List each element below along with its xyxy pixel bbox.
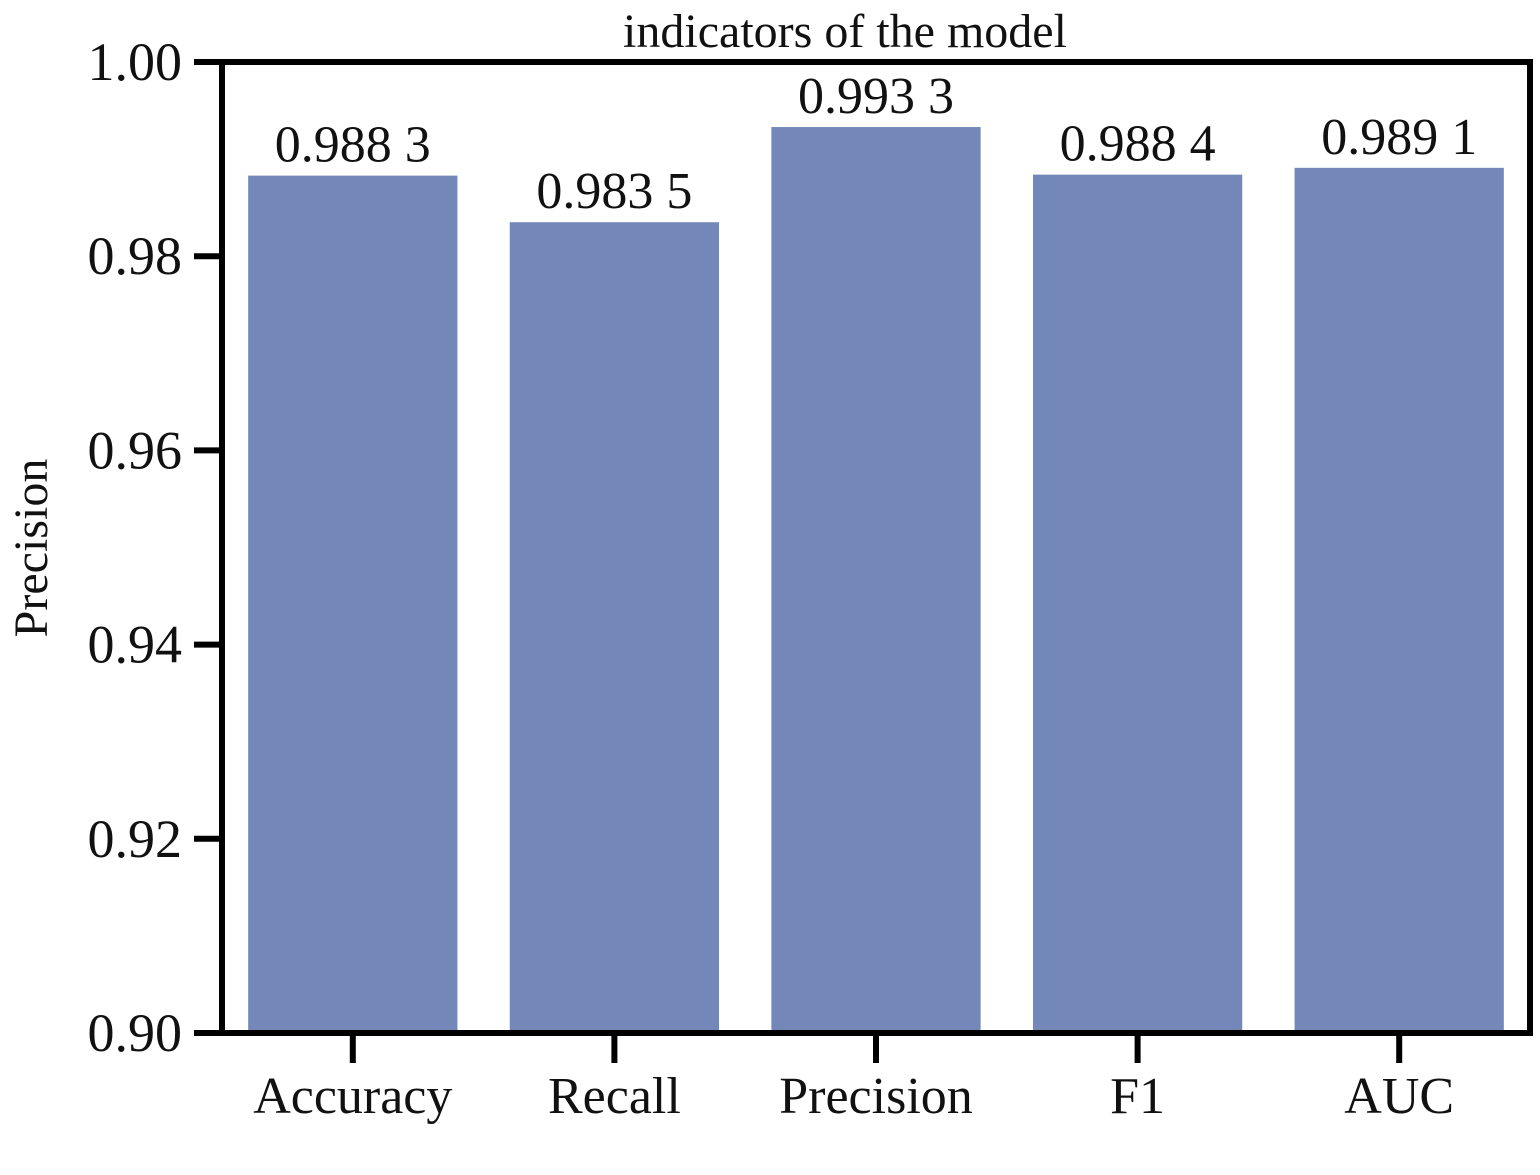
plot-frame xyxy=(219,59,1533,1036)
bar-recall xyxy=(509,222,720,1034)
bar-accuracy xyxy=(248,175,458,1033)
y-axis-label: Precision xyxy=(5,459,58,638)
x-tick-label: Accuracy xyxy=(253,1068,452,1125)
y-axis-ticks: 0.90 0.92 0.94 0.96 0.98 1.00 xyxy=(88,32,222,1063)
x-tick-label: Precision xyxy=(779,1068,973,1125)
x-tick-label: Recall xyxy=(548,1068,681,1125)
bar-value-label: 0.993 3 xyxy=(798,68,954,125)
bar-value-labels: 0.988 3 0.983 5 0.993 3 0.988 4 0.989 1 xyxy=(275,68,1477,220)
bars-group xyxy=(248,127,1504,1034)
chart-title: indicators of the model xyxy=(623,5,1067,58)
bar-value-label: 0.988 3 xyxy=(275,117,431,174)
y-tick-label: 0.94 xyxy=(88,615,183,675)
x-tick-label: F1 xyxy=(1110,1068,1165,1125)
bar-auc xyxy=(1294,167,1504,1034)
bar-value-label: 0.989 1 xyxy=(1321,109,1477,166)
y-tick-label: 0.90 xyxy=(88,1003,183,1063)
bar-precision xyxy=(771,127,981,1033)
bar-value-label: 0.983 5 xyxy=(536,163,692,220)
bar-value-label: 0.988 4 xyxy=(1060,116,1216,173)
y-tick-label: 1.00 xyxy=(88,32,183,92)
x-axis-ticks: Accuracy Recall Precision F1 AUC xyxy=(253,1033,1454,1125)
y-tick-label: 0.98 xyxy=(88,226,183,286)
y-tick-label: 0.92 xyxy=(88,809,183,869)
x-tick-label: AUC xyxy=(1344,1068,1454,1125)
y-tick-label: 0.96 xyxy=(88,420,183,480)
bar-f1 xyxy=(1032,174,1243,1034)
